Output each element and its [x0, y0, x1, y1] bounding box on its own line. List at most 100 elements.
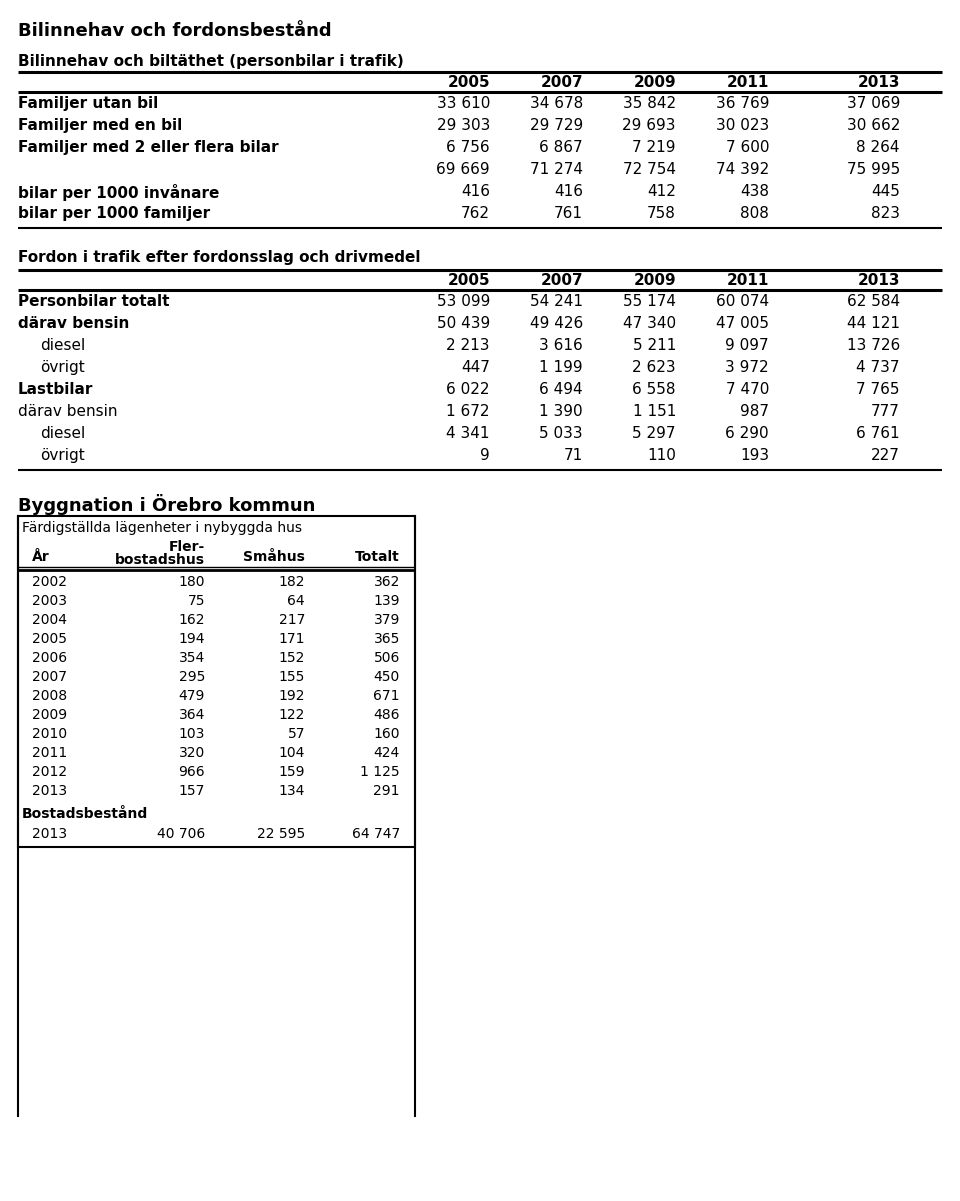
Text: Småhus: Småhus — [243, 550, 305, 564]
Text: 193: 193 — [740, 448, 769, 464]
Text: 30 662: 30 662 — [847, 118, 900, 133]
Text: 7 600: 7 600 — [726, 141, 769, 155]
Text: 60 074: 60 074 — [716, 294, 769, 309]
Text: 2 623: 2 623 — [633, 360, 676, 375]
Text: 823: 823 — [871, 207, 900, 221]
Text: 4 737: 4 737 — [856, 360, 900, 375]
Text: 6 290: 6 290 — [726, 426, 769, 441]
Text: 7 765: 7 765 — [856, 382, 900, 398]
Text: 30 023: 30 023 — [716, 118, 769, 133]
Text: 29 693: 29 693 — [622, 118, 676, 133]
Text: 761: 761 — [554, 207, 583, 221]
Text: Familjer med 2 eller flera bilar: Familjer med 2 eller flera bilar — [18, 141, 278, 155]
Text: därav bensin: därav bensin — [18, 404, 117, 419]
Text: diesel: diesel — [40, 426, 85, 441]
Text: 4 341: 4 341 — [446, 426, 490, 441]
Text: 6 867: 6 867 — [540, 141, 583, 155]
Text: 134: 134 — [278, 784, 305, 797]
Text: 2008: 2008 — [32, 689, 67, 703]
Text: 506: 506 — [373, 651, 400, 665]
Text: Bilinnehav och fordonsbestånd: Bilinnehav och fordonsbestånd — [18, 22, 331, 40]
Text: 157: 157 — [179, 784, 205, 797]
Text: 479: 479 — [179, 689, 205, 703]
Text: 7 219: 7 219 — [633, 141, 676, 155]
Text: 22 595: 22 595 — [256, 827, 305, 841]
Text: 6 558: 6 558 — [633, 382, 676, 398]
Text: 9 097: 9 097 — [726, 337, 769, 353]
Text: 1 151: 1 151 — [633, 404, 676, 419]
Text: 5 033: 5 033 — [540, 426, 583, 441]
Text: 194: 194 — [179, 632, 205, 646]
Text: 2009: 2009 — [634, 273, 676, 288]
Text: 362: 362 — [373, 575, 400, 588]
Text: 36 769: 36 769 — [715, 96, 769, 110]
Text: 3 616: 3 616 — [540, 337, 583, 353]
Text: 180: 180 — [179, 575, 205, 588]
Text: 122: 122 — [278, 709, 305, 722]
Text: 160: 160 — [373, 727, 400, 741]
Text: 445: 445 — [871, 184, 900, 199]
Text: Familjer utan bil: Familjer utan bil — [18, 96, 158, 110]
Text: 54 241: 54 241 — [530, 294, 583, 309]
Text: 5 211: 5 211 — [633, 337, 676, 353]
Text: övrigt: övrigt — [40, 448, 84, 464]
Text: 110: 110 — [647, 448, 676, 464]
Text: 2004: 2004 — [32, 613, 67, 627]
Text: 47 340: 47 340 — [623, 316, 676, 331]
Text: 364: 364 — [179, 709, 205, 722]
Text: 6 022: 6 022 — [446, 382, 490, 398]
Text: 2005: 2005 — [32, 632, 67, 646]
Text: 2002: 2002 — [32, 575, 67, 588]
Text: 2 213: 2 213 — [446, 337, 490, 353]
Text: 2005: 2005 — [447, 74, 490, 90]
Text: 62 584: 62 584 — [847, 294, 900, 309]
Text: 2005: 2005 — [447, 273, 490, 288]
Text: 2013: 2013 — [857, 273, 900, 288]
Text: diesel: diesel — [40, 337, 85, 353]
Text: 424: 424 — [373, 746, 400, 760]
Text: 162: 162 — [179, 613, 205, 627]
Text: 762: 762 — [461, 207, 490, 221]
Text: 9: 9 — [480, 448, 490, 464]
Text: 2012: 2012 — [32, 765, 67, 779]
Text: 217: 217 — [278, 613, 305, 627]
Text: 295: 295 — [179, 670, 205, 685]
Text: 354: 354 — [179, 651, 205, 665]
Text: 6 756: 6 756 — [446, 141, 490, 155]
Text: 1 390: 1 390 — [540, 404, 583, 419]
Text: 8 264: 8 264 — [856, 141, 900, 155]
Text: 227: 227 — [871, 448, 900, 464]
Text: 320: 320 — [179, 746, 205, 760]
Text: 2007: 2007 — [540, 74, 583, 90]
Text: 47 005: 47 005 — [716, 316, 769, 331]
Text: 808: 808 — [740, 207, 769, 221]
Text: bilar per 1000 familjer: bilar per 1000 familjer — [18, 207, 210, 221]
Text: 3 972: 3 972 — [726, 360, 769, 375]
Text: 57: 57 — [287, 727, 305, 741]
Text: 40 706: 40 706 — [156, 827, 205, 841]
Text: 1 125: 1 125 — [360, 765, 400, 779]
Text: 64 747: 64 747 — [351, 827, 400, 841]
Text: 2006: 2006 — [32, 651, 67, 665]
Text: 416: 416 — [461, 184, 490, 199]
Text: 72 754: 72 754 — [623, 162, 676, 177]
Text: 671: 671 — [373, 689, 400, 703]
Text: 55 174: 55 174 — [623, 294, 676, 309]
Text: 2013: 2013 — [32, 827, 67, 841]
Text: 13 726: 13 726 — [847, 337, 900, 353]
Text: 29 729: 29 729 — [530, 118, 583, 133]
Text: bilar per 1000 invånare: bilar per 1000 invånare — [18, 184, 220, 201]
Text: 1 199: 1 199 — [540, 360, 583, 375]
Text: 171: 171 — [278, 632, 305, 646]
Text: 5 297: 5 297 — [633, 426, 676, 441]
Text: 438: 438 — [740, 184, 769, 199]
Text: övrigt: övrigt — [40, 360, 84, 375]
Text: 182: 182 — [278, 575, 305, 588]
Text: 412: 412 — [647, 184, 676, 199]
Text: därav bensin: därav bensin — [18, 316, 130, 331]
Text: 192: 192 — [278, 689, 305, 703]
Text: 155: 155 — [278, 670, 305, 685]
Text: 777: 777 — [871, 404, 900, 419]
Text: 71: 71 — [564, 448, 583, 464]
Text: 139: 139 — [373, 594, 400, 608]
